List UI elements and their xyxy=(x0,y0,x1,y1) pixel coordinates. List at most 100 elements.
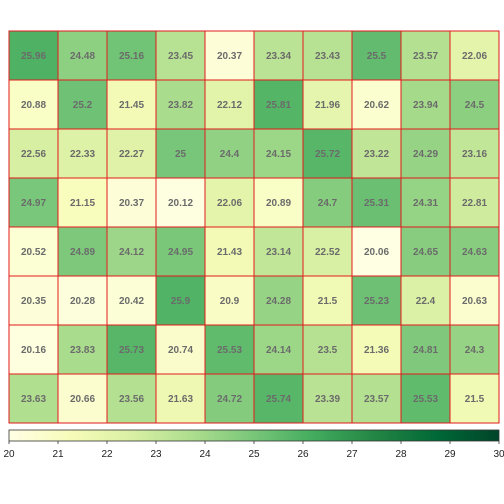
heatmap-cell-label: 21.43 xyxy=(217,247,242,258)
heatmap-cell-label: 25.72 xyxy=(315,149,340,160)
heatmap-cell-rect xyxy=(302,324,353,375)
heatmap-cell-label: 22.52 xyxy=(315,247,340,258)
heatmap-cell-label: 20.88 xyxy=(21,100,46,111)
heatmap-cell-rect xyxy=(253,226,304,277)
heatmap-cell-label: 20.52 xyxy=(21,247,46,258)
heatmap-cell: 24.65 xyxy=(400,226,451,277)
heatmap-cell: 22.27 xyxy=(106,128,157,179)
heatmap-cell-rect xyxy=(449,30,500,81)
heatmap-cell: 20.63 xyxy=(449,275,500,326)
heatmap-cell: 21.45 xyxy=(106,79,157,130)
heatmap-cell-rect xyxy=(302,128,353,179)
heatmap-cell-label: 20.42 xyxy=(119,296,144,307)
heatmap-cell: 22.81 xyxy=(449,177,500,228)
heatmap-cells: 25.96 24.48 25.16 23.45 20.37 23.34 23.43 25.5 2… xyxy=(8,30,500,424)
heatmap-cell-rect xyxy=(8,275,59,326)
heatmap-cell-label: 24.7 xyxy=(318,198,338,209)
heatmap-cell-label: 25.2 xyxy=(73,100,93,111)
heatmap-cell-label: 20.28 xyxy=(70,296,95,307)
heatmap-cell-label: 20.66 xyxy=(70,394,95,405)
heatmap-cell-label: 20.12 xyxy=(168,198,193,209)
heatmap-cell-rect xyxy=(449,373,500,424)
colorbar-tick-label: 27 xyxy=(346,449,358,460)
heatmap-cell: 22.4 xyxy=(400,275,451,326)
heatmap-cell: 20.16 xyxy=(8,324,59,375)
heatmap-cell-label: 23.34 xyxy=(266,51,291,62)
heatmap-cell: 21.15 xyxy=(57,177,108,228)
heatmap-cell: 23.57 xyxy=(400,30,451,81)
heatmap-cell: 20.12 xyxy=(155,177,206,228)
heatmap-cell: 24.63 xyxy=(449,226,500,277)
heatmap-cell-rect xyxy=(106,128,157,179)
heatmap-cell-rect xyxy=(253,177,304,228)
heatmap-cell: 23.63 xyxy=(8,373,59,424)
heatmap-cell-label: 23.5 xyxy=(318,345,338,356)
heatmap-cell-label: 25.9 xyxy=(171,296,191,307)
heatmap-cell-label: 23.16 xyxy=(462,149,487,160)
heatmap-cell-label: 21.96 xyxy=(315,100,340,111)
heatmap-cell: 24.28 xyxy=(253,275,304,326)
heatmap-cell-label: 23.39 xyxy=(315,394,340,405)
heatmap-cell-label: 25.53 xyxy=(217,345,242,356)
heatmap-cell-label: 20.06 xyxy=(364,247,389,258)
heatmap-cell: 25.5 xyxy=(351,30,402,81)
heatmap-cell-label: 22.56 xyxy=(21,149,46,160)
heatmap-cell-label: 24.72 xyxy=(217,394,242,405)
heatmap-cell: 23.43 xyxy=(302,30,353,81)
heatmap-cell-rect xyxy=(400,128,451,179)
colorbar-tick-label: 29 xyxy=(444,449,456,460)
heatmap-cell-label: 25.31 xyxy=(364,198,389,209)
heatmap-cell: 23.39 xyxy=(302,373,353,424)
heatmap-cell-label: 22.06 xyxy=(217,198,242,209)
heatmap-cell-rect xyxy=(8,177,59,228)
heatmap-cell-label: 24.97 xyxy=(21,198,46,209)
colorbar-ticks: 20 21 22 23 24 25 26 27 28 29 30 xyxy=(3,441,504,460)
heatmap-cell-label: 24.12 xyxy=(119,247,144,258)
heatmap-cell: 25.9 xyxy=(155,275,206,326)
heatmap-cell-rect xyxy=(57,226,108,277)
heatmap-cell-label: 25.96 xyxy=(21,51,46,62)
heatmap-cell-label: 24.63 xyxy=(462,247,487,258)
heatmap-cell: 21.43 xyxy=(204,226,255,277)
heatmap-cell: 21.96 xyxy=(302,79,353,130)
heatmap-cell: 20.66 xyxy=(57,373,108,424)
heatmap-cell-rect xyxy=(449,226,500,277)
heatmap-cell-rect xyxy=(106,226,157,277)
heatmap-cell: 23.34 xyxy=(253,30,304,81)
heatmap-cell: 25.16 xyxy=(106,30,157,81)
heatmap-cell-label: 22.12 xyxy=(217,100,242,111)
heatmap-cell: 25.72 xyxy=(302,128,353,179)
heatmap-cell-label: 25.73 xyxy=(119,345,144,356)
heatmap-cell-rect xyxy=(351,373,402,424)
heatmap-cell-rect xyxy=(8,128,59,179)
heatmap-cell-label: 20.9 xyxy=(220,296,240,307)
heatmap-cell-label: 24.29 xyxy=(413,149,438,160)
heatmap-cell-label: 22.27 xyxy=(119,149,144,160)
heatmap-cell-rect xyxy=(351,324,402,375)
heatmap-cell: 24.4 xyxy=(204,128,255,179)
heatmap-cell-label: 21.5 xyxy=(465,394,485,405)
heatmap-cell-rect xyxy=(155,275,206,326)
heatmap-cell-label: 20.35 xyxy=(21,296,46,307)
heatmap-cell: 22.06 xyxy=(204,177,255,228)
heatmap-cell-rect xyxy=(204,275,255,326)
heatmap-cell-rect xyxy=(8,30,59,81)
heatmap-cell-label: 25.16 xyxy=(119,51,144,62)
heatmap-cell: 20.37 xyxy=(106,177,157,228)
heatmap-cell-rect xyxy=(204,373,255,424)
heatmap-cell-label: 24.65 xyxy=(413,247,438,258)
heatmap-cell: 20.88 xyxy=(8,79,59,130)
heatmap-cell-label: 22.06 xyxy=(462,51,487,62)
heatmap-cell: 20.37 xyxy=(204,30,255,81)
heatmap-cell-label: 20.62 xyxy=(364,100,389,111)
heatmap-cell-label: 20.74 xyxy=(168,345,193,356)
heatmap-cell: 20.74 xyxy=(155,324,206,375)
heatmap-cell-label: 24.95 xyxy=(168,247,193,258)
heatmap-cell-rect xyxy=(400,275,451,326)
heatmap-cell: 25.74 xyxy=(253,373,304,424)
heatmap-cell-rect xyxy=(253,373,304,424)
heatmap-cell-label: 25 xyxy=(175,149,187,160)
heatmap-cell-rect xyxy=(400,324,451,375)
heatmap-cell: 23.14 xyxy=(253,226,304,277)
